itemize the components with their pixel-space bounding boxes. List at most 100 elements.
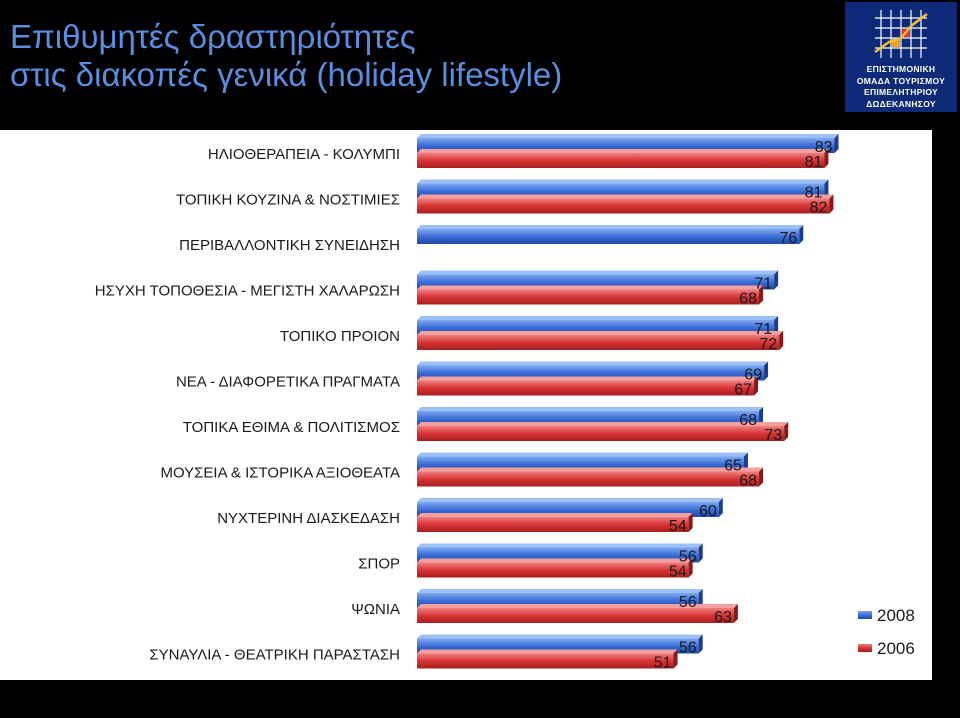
value-label-2008: 71 [754,276,772,293]
bar-top [417,589,703,593]
logo-line-4: ΔΩΔΕΚΑΝΗΣΟΥ [866,98,936,109]
chart-title: Επιθυμητές δραστηριότητες στις διακοπές … [10,18,830,94]
bar-top [417,452,748,457]
legend-swatch-2008 [858,611,872,619]
bar-side [718,498,723,517]
category-label: ΜΟΥΣΕΙΑ & ΙΣΤΟΡΙΚΑ ΑΞΙΟΘΕΑΤΑ [160,465,400,482]
bar-side [688,513,693,532]
category-label: ΝΕΑ - ΔΙΑΦΟΡΕΤΙΚΑ ΠΡΑΓΜΑΤΑ [176,374,400,391]
value-label-2008: 65 [724,458,742,475]
value-label-2006: 81 [805,154,823,171]
bar-side [824,179,829,199]
bar-top [417,649,678,654]
value-label-2008: 76 [779,230,797,247]
bar-2006 [417,285,764,305]
value-label-2006: 54 [669,564,687,581]
bar-2006 [417,558,693,578]
value-label-2006: 51 [654,655,672,672]
bar-front [417,562,689,578]
bar-top [417,134,839,138]
bar-front [417,198,830,214]
value-label-2008: 56 [679,640,697,657]
bar-top [417,331,784,335]
value-label-2008: 69 [744,367,762,384]
value-label-2008: 56 [679,549,697,566]
bar-2008 [417,225,804,244]
legend-swatch-2006 [858,644,872,652]
bar-side [774,270,779,290]
bar-front [417,289,760,305]
logo-line-1: ΕΠΙΣΤΗΜΟΝΙΚΗ [866,64,936,74]
bar-front [417,380,755,396]
bar-side [759,285,764,305]
bar-2006 [417,467,764,487]
chart-panel: ΗΛΙΟΘΕΡΑΠΕΙΑ - ΚΟΛΥΜΠΙ 83 81 ΤΟΠΙΚΗ ΚΟΥΖΙΝΑ… [0,130,932,680]
bar-top [417,376,759,381]
value-label-2006: 73 [764,427,782,444]
bar-side [759,407,764,426]
bar-top [417,361,769,366]
bar-side [743,452,748,472]
logo-chart-icon [874,10,928,58]
bar-side [688,558,693,578]
bar-top [417,285,764,290]
value-label-2006: 63 [714,609,732,626]
bar-front [417,471,760,487]
value-label-2008: 83 [815,139,833,156]
bar-front [417,229,800,244]
category-label: ΤΟΠΙΚΑ ΕΘΙΜΑ & ΠΟΛΙΤΙΣΜΟΣ [183,419,400,436]
value-label-2006: 54 [669,518,687,535]
legend-label-2008: 2008 [877,606,915,625]
bar-top [417,225,804,229]
bar-side [754,376,759,396]
bar-side [698,543,703,563]
bar-side [779,331,784,350]
category-label: ΣΥΝΑΥΛΙΑ - ΘΕΑΤΡΙΚΗ ΠΑΡΑΣΤΑΣΗ [149,647,400,664]
value-label-2006: 82 [810,200,828,217]
bar-top [417,513,693,517]
value-label-2008: 71 [754,321,772,338]
legend-label-2006: 2006 [877,639,915,658]
title-line-1: Επιθυμητές δραστηριότητες [10,18,416,55]
bar-2006 [417,149,829,168]
bar-2006 [417,376,759,396]
category-label: ΠΕΡΙΒΑΛΛΟΝΤΙΚΗ ΣΥΝΕΙΔΗΣΗ [179,237,400,254]
bar-top [417,498,723,502]
bar-side [799,225,804,244]
bar-side [774,316,779,335]
logo-line-2: ΟΜΑΔΑ ΤΟΥΡΙΣΜΟΥ [856,75,946,86]
title-line-2: στις διακοπές γενικά (holiday lifestyle) [10,56,563,93]
bar-top [417,467,764,472]
bar-side [759,467,764,487]
bar-side [824,149,829,168]
bar-front [417,426,785,441]
value-label-2006: 68 [739,291,757,308]
bar-top [417,149,829,153]
value-label-2006: 67 [734,382,752,399]
bar-front [417,335,780,350]
category-label: ΗΛΙΟΘΕΡΑΠΕΙΑ - ΚΟΛΥΜΠΙ [208,146,400,163]
bar-2006 [417,513,693,532]
bar-front [417,517,689,532]
bar-2006 [417,422,789,441]
bar-2006 [417,331,784,350]
bar-side [829,194,834,214]
value-label-2006: 68 [739,473,757,490]
bar-front [417,608,734,623]
value-label-2008: 68 [739,412,757,429]
bar-top [417,543,703,548]
bar-front [417,653,674,669]
bar-top [417,316,779,320]
bar-side [784,422,789,441]
bar-2006 [417,194,834,214]
bar-top [417,194,834,199]
category-label: ΤΟΠΙΚΗ ΚΟΥΖΙΝΑ & ΝΟΣΤΙΜΙΕΣ [176,192,400,209]
bar-2006 [417,649,678,669]
bar-top [417,634,703,639]
value-label-2006: 72 [759,336,777,353]
bar-top [417,407,764,411]
value-label-2008: 81 [805,185,823,202]
bar-side [733,604,738,623]
bar-top [417,179,829,184]
